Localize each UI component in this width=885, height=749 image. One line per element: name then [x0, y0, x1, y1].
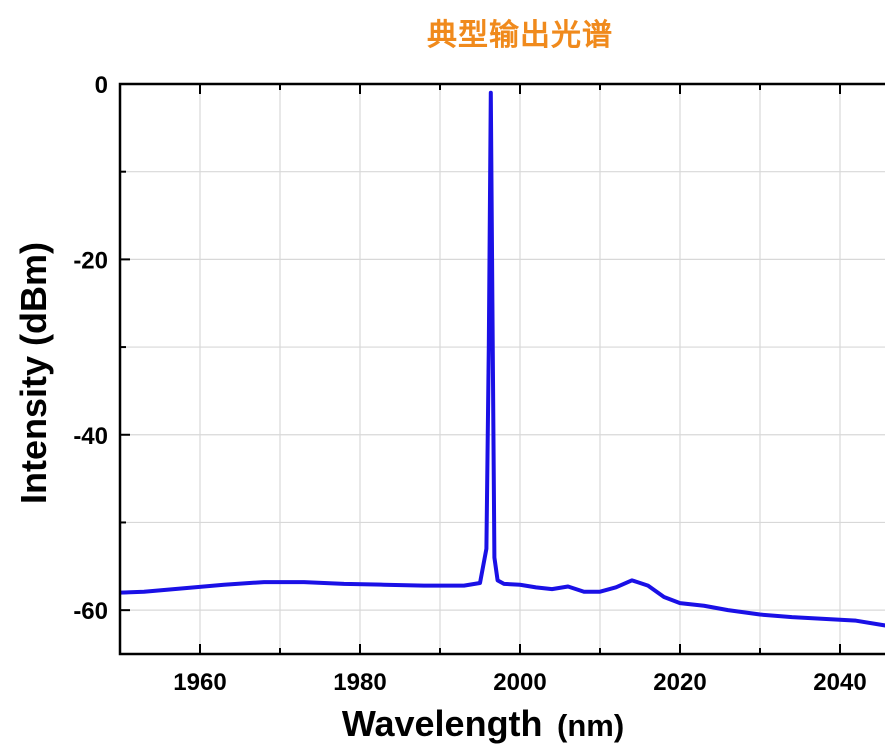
y-tick-label: -40: [73, 423, 108, 450]
x-tick-label: 2020: [653, 669, 706, 696]
chart-title: 典型输出光谱: [427, 18, 613, 53]
x-tick-labels: 1960 1980 2000 2020 2040: [173, 669, 866, 696]
plot-frame: [118, 82, 885, 656]
x-axis-title-unit: (nm): [557, 708, 624, 743]
y-tick-labels: 0 -20 -40 -60: [73, 72, 108, 625]
grid-lines: [120, 84, 885, 654]
x-tick-label: 1980: [333, 669, 386, 696]
x-tick-label: 2040: [813, 669, 866, 696]
y-tick-label: -60: [73, 598, 108, 625]
x-axis-title: Wavelength (nm): [342, 703, 624, 744]
x-tick-label: 1960: [173, 669, 226, 696]
axis-ticks: [120, 83, 841, 654]
x-axis-title-main: Wavelength: [342, 703, 543, 744]
x-tick-label: 2000: [493, 669, 546, 696]
y-tick-label: 0: [95, 72, 108, 99]
y-axis-title: Intensity (dBm): [13, 242, 54, 504]
series-trace-group: [120, 90, 885, 628]
y-tick-label: -20: [73, 247, 108, 274]
spectrum-trace: [120, 90, 885, 628]
